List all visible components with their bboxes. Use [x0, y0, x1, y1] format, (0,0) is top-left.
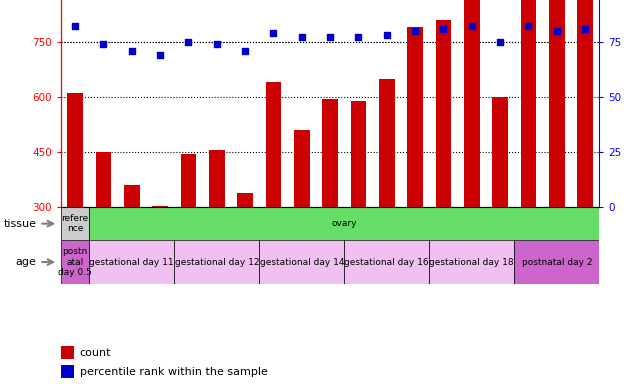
- Bar: [492, 97, 508, 207]
- Bar: [61, 240, 89, 284]
- Bar: [61, 207, 89, 240]
- Bar: [237, 193, 253, 207]
- Bar: [209, 150, 224, 207]
- Point: [410, 28, 420, 34]
- Bar: [549, 0, 565, 207]
- Bar: [436, 20, 451, 207]
- Text: gestational day 14: gestational day 14: [260, 258, 344, 266]
- Bar: [67, 93, 83, 207]
- Bar: [61, 346, 74, 359]
- Point: [353, 34, 363, 40]
- Bar: [578, 0, 593, 207]
- Bar: [259, 240, 344, 284]
- Point: [240, 48, 250, 54]
- Point: [269, 30, 279, 36]
- Text: gestational day 16: gestational day 16: [344, 258, 429, 266]
- Point: [381, 32, 392, 38]
- Bar: [294, 130, 310, 207]
- Text: tissue: tissue: [4, 218, 37, 229]
- Bar: [344, 240, 429, 284]
- Bar: [61, 365, 74, 378]
- Bar: [89, 240, 174, 284]
- Bar: [96, 152, 111, 207]
- Bar: [407, 27, 423, 207]
- Text: postnatal day 2: postnatal day 2: [522, 258, 592, 266]
- Bar: [124, 185, 140, 207]
- Text: age: age: [16, 257, 37, 267]
- Text: gestational day 11: gestational day 11: [90, 258, 174, 266]
- Bar: [322, 99, 338, 207]
- Point: [552, 28, 562, 34]
- Point: [183, 39, 194, 45]
- Text: percentile rank within the sample: percentile rank within the sample: [79, 367, 267, 377]
- Text: gestational day 12: gestational day 12: [174, 258, 259, 266]
- Text: ovary: ovary: [331, 219, 357, 228]
- Point: [580, 25, 590, 31]
- Point: [127, 48, 137, 54]
- Text: gestational day 18: gestational day 18: [429, 258, 514, 266]
- Bar: [464, 0, 479, 207]
- Bar: [514, 240, 599, 284]
- Bar: [379, 79, 395, 207]
- Point: [297, 34, 307, 40]
- Bar: [174, 240, 259, 284]
- Bar: [429, 240, 514, 284]
- Point: [467, 23, 477, 30]
- Point: [155, 52, 165, 58]
- Point: [325, 34, 335, 40]
- Bar: [520, 0, 537, 207]
- Bar: [351, 101, 366, 207]
- Bar: [265, 82, 281, 207]
- Point: [212, 41, 222, 47]
- Text: count: count: [79, 348, 112, 358]
- Text: postn
atal
day 0.5: postn atal day 0.5: [58, 247, 92, 277]
- Point: [495, 39, 505, 45]
- Text: refere
nce: refere nce: [62, 214, 88, 233]
- Point: [98, 41, 108, 47]
- Point: [438, 25, 449, 31]
- Bar: [153, 205, 168, 207]
- Point: [523, 23, 533, 30]
- Bar: [181, 154, 196, 207]
- Point: [70, 23, 80, 30]
